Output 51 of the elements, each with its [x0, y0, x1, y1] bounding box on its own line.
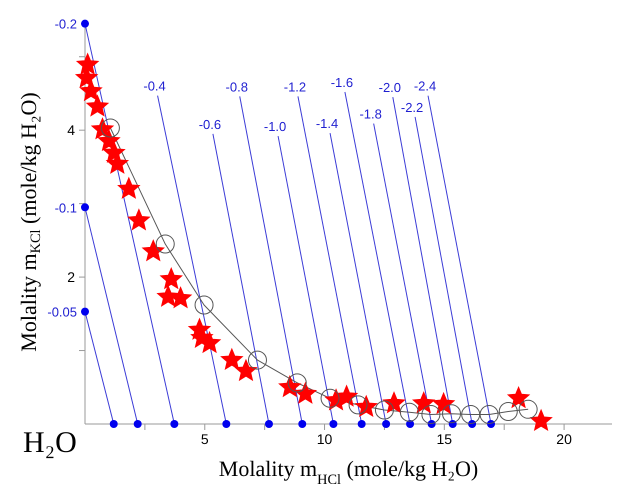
point [400, 402, 419, 422]
point [294, 382, 316, 404]
y-tick-label: 2 [67, 269, 76, 286]
x-tick-label: 15 [436, 430, 452, 447]
series-label: -1.0 [264, 119, 286, 134]
series-label: -0.8 [226, 79, 248, 94]
point [421, 404, 440, 424]
point [461, 404, 480, 424]
point [412, 392, 435, 413]
y-tick-label: 4 [67, 122, 76, 138]
series-label: -0.2 [54, 16, 77, 32]
point [156, 234, 175, 254]
point [235, 360, 257, 381]
point [128, 209, 150, 230]
series-label: -1.2 [284, 79, 306, 94]
point [80, 80, 102, 101]
point [480, 404, 499, 424]
series-label: -1.4 [316, 116, 338, 132]
series-label: -1.8 [359, 106, 382, 122]
series-label: -0.6 [198, 116, 222, 132]
series-label: -1.6 [330, 74, 354, 90]
point [76, 53, 99, 74]
point [320, 388, 340, 408]
point [518, 400, 538, 419]
point [142, 240, 164, 261]
x-axis-title: Molality m$_{HCl}$ (mole/kg H₂O) [218, 456, 478, 488]
series-label: -2.0 [378, 80, 402, 96]
series-label: -2.4 [414, 78, 436, 94]
x-tick-label: 5 [200, 430, 209, 447]
point [86, 95, 108, 116]
point [442, 404, 462, 424]
x-tick-label: 10 [316, 430, 333, 447]
x-tick-label: 20 [556, 430, 572, 447]
point [508, 386, 530, 408]
point [118, 177, 140, 198]
point [278, 376, 301, 397]
point [248, 350, 267, 370]
point [336, 385, 358, 406]
point [160, 268, 182, 289]
text: H₂O [23, 426, 77, 460]
series-label: -0.4 [143, 78, 166, 94]
point [355, 396, 378, 417]
series-label: -0.05 [47, 304, 77, 320]
point [220, 348, 243, 370]
series-label: -0.1 [54, 200, 77, 216]
point [194, 296, 214, 315]
point [432, 392, 455, 414]
point [530, 410, 552, 430]
point [383, 392, 405, 413]
point [498, 402, 518, 422]
series-label: -2.2 [400, 100, 424, 115]
